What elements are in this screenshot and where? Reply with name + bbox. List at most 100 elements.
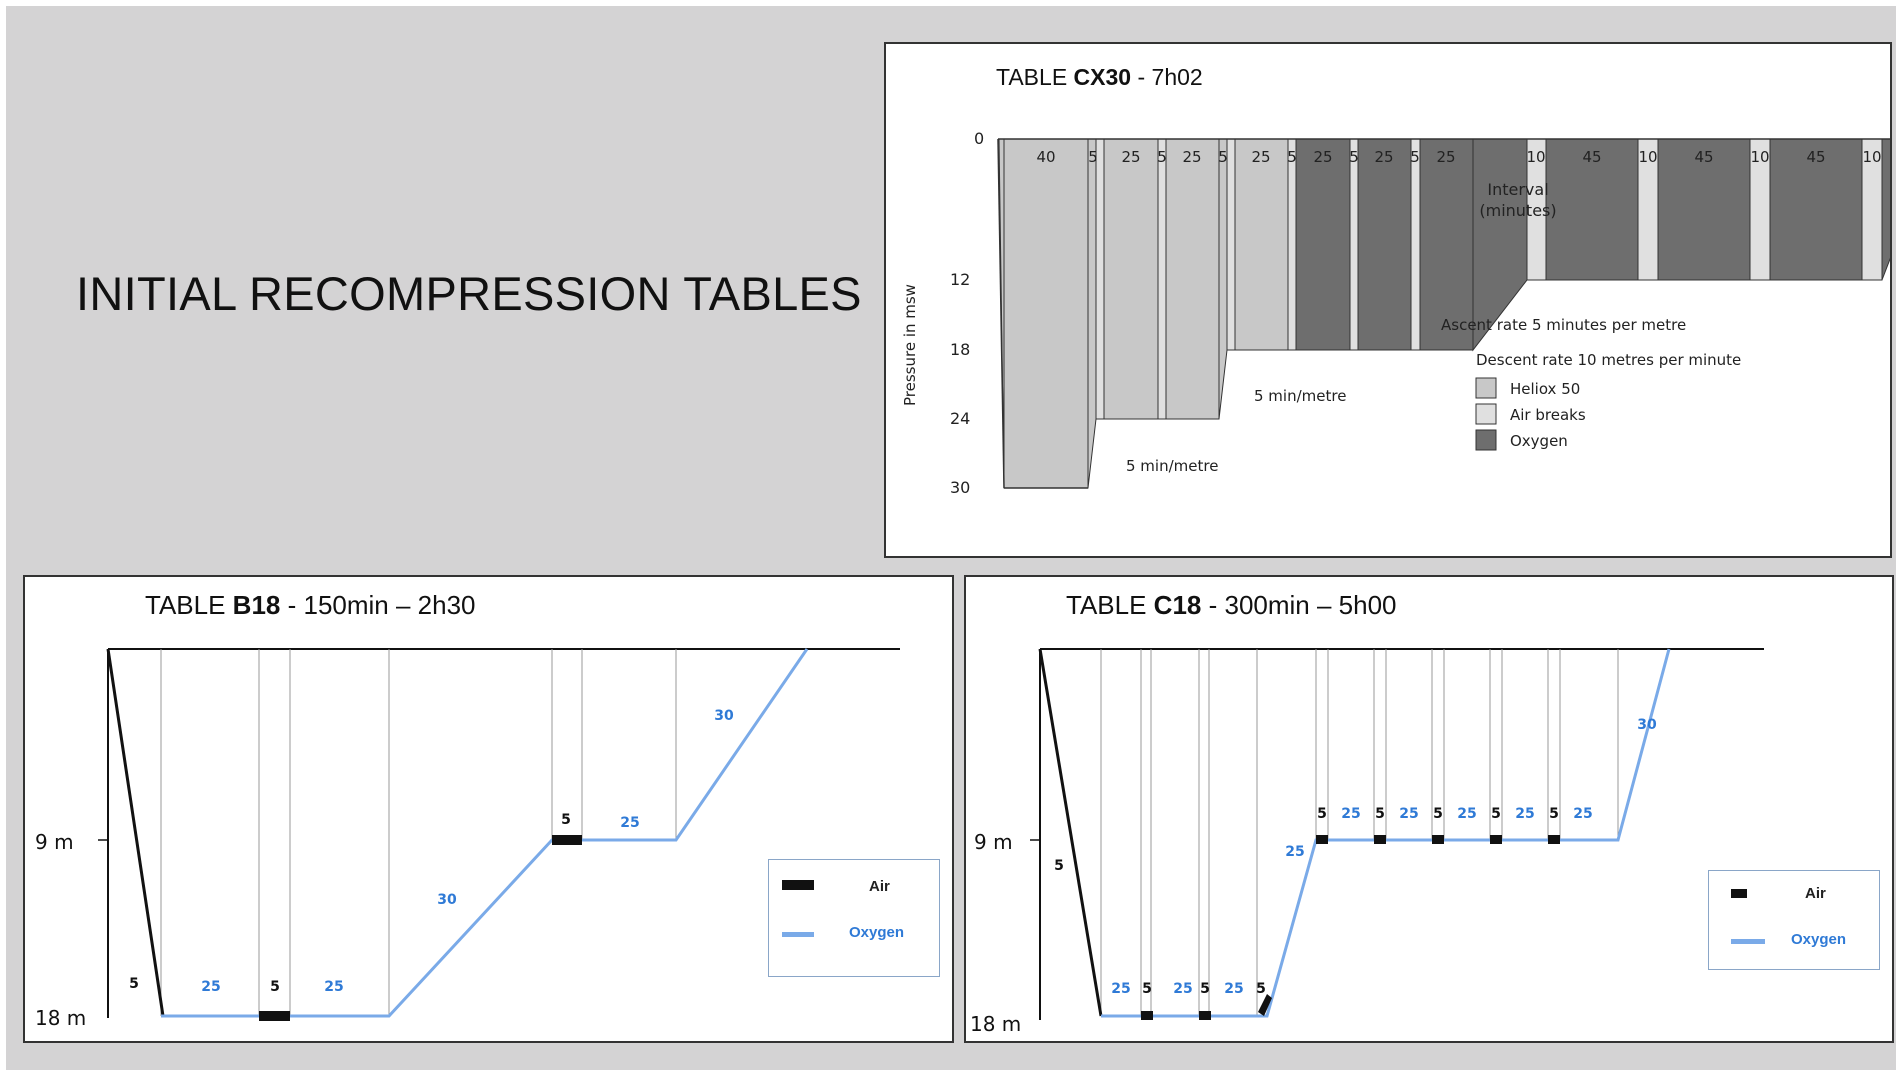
air-break-marker xyxy=(1432,835,1444,844)
legend-item-air: Air xyxy=(769,878,939,898)
segment-label: 5 xyxy=(1317,806,1327,822)
legend-item-oxygen: Oxygen xyxy=(1709,931,1879,951)
segment-label: 5 xyxy=(1287,148,1297,166)
segment-label: 30 xyxy=(714,708,734,724)
air-break-marker xyxy=(1258,994,1272,1016)
descent-line xyxy=(1038,648,1103,1017)
profile-segment xyxy=(1410,138,1421,351)
final-ascent-ramp xyxy=(1881,138,1890,281)
air-swatch xyxy=(1731,889,1747,898)
legend-item-air: Air xyxy=(1709,885,1879,905)
segment-label: 25 xyxy=(324,979,343,995)
legend-label-oxygen: Oxygen xyxy=(1791,931,1847,948)
y-tick-label: 18 m xyxy=(35,1006,86,1030)
descent-line xyxy=(997,138,1005,489)
segment-label: 25 xyxy=(1111,981,1130,997)
segment-label: 5 xyxy=(1142,981,1152,997)
profile-segment xyxy=(1357,138,1412,351)
segment-label: 25 xyxy=(1173,981,1192,997)
y-tick-label: 18 xyxy=(950,340,970,359)
air-break-marker xyxy=(1374,835,1386,844)
title-duration: - 150min – 2h30 xyxy=(280,590,476,620)
segment-label: 5 xyxy=(1157,148,1167,166)
profile-segment xyxy=(1349,138,1359,351)
interval-label: Interval xyxy=(1487,180,1548,199)
title-prefix: TABLE xyxy=(145,590,233,620)
segment-label: 10 xyxy=(1862,148,1881,166)
legend-item-oxygen: Oxygen xyxy=(769,924,939,944)
table-b18-panel: TABLE B18 - 150min – 2h30 9 m 18 m 5 25 5 25 3… xyxy=(23,575,954,1043)
segment-label: 5 xyxy=(561,812,571,828)
air-break-marker xyxy=(1490,835,1502,844)
title-duration: - 300min – 5h00 xyxy=(1201,590,1397,620)
segment-label: 25 xyxy=(1224,981,1243,997)
y-tick-label: 30 xyxy=(950,478,970,497)
legend-label-oxygen: Oxygen xyxy=(849,924,905,941)
table-b18-legend: Air Oxygen xyxy=(768,859,940,977)
ascent-ramp xyxy=(1218,138,1228,420)
segment-label: 5 xyxy=(1054,858,1064,874)
profile-segment xyxy=(1226,138,1236,351)
y-tick-label: 24 xyxy=(950,409,970,428)
segment-label: 5 xyxy=(1088,148,1098,166)
segment-label: 5 xyxy=(1200,981,1210,997)
segment-label: 5 xyxy=(270,979,280,995)
segment-label: 25 xyxy=(1573,806,1592,822)
legend-swatch xyxy=(1475,377,1497,399)
segment-label: 5 xyxy=(1549,806,1559,822)
y-tick-label: 9 m xyxy=(35,830,74,854)
oxygen-profile-line xyxy=(161,648,809,1018)
segment-label: 25 xyxy=(201,979,220,995)
air-break-marker xyxy=(1141,1011,1153,1020)
descent-rate-label: Descent rate 10 metres per minute xyxy=(1476,351,1741,369)
segment-label: 45 xyxy=(1806,148,1825,166)
segment-label: 25 xyxy=(1457,806,1476,822)
rate-label: 5 min/metre xyxy=(1254,387,1346,405)
segment-label: 25 xyxy=(1251,148,1270,166)
segment-label: 5 xyxy=(1410,148,1420,166)
segment-label: 10 xyxy=(1750,148,1769,166)
table-cx30-panel: TABLE CX30 - 7h02 0 12 18 24 30 Pressure in m… xyxy=(884,42,1892,558)
segment-label: 40 xyxy=(1036,148,1055,166)
title-table-code: B18 xyxy=(232,590,281,620)
legend-label-air: Air xyxy=(1805,885,1826,902)
profile-segment xyxy=(1295,138,1351,351)
table-cx30-title: TABLE CX30 - 7h02 xyxy=(996,64,1203,91)
y-axis-label: Pressure in msw xyxy=(901,284,919,406)
ascent-ramp xyxy=(1087,138,1097,489)
title-prefix: TABLE xyxy=(1066,590,1154,620)
profile-segment xyxy=(1234,138,1289,351)
table-b18-diagram: 9 m 18 m 5 25 5 25 30 5 25 30 xyxy=(35,648,900,1030)
segment-label: 5 xyxy=(1218,148,1228,166)
legend-label: Heliox 50 xyxy=(1510,380,1580,398)
segment-label: 5 xyxy=(1256,981,1266,997)
segment-label: 25 xyxy=(1182,148,1201,166)
segment-label: 25 xyxy=(1313,148,1332,166)
segment-label: 30 xyxy=(437,892,457,908)
profile-segment xyxy=(1165,138,1220,420)
legend-swatch xyxy=(1475,403,1497,425)
y-tick-label: 18 m xyxy=(970,1012,1021,1036)
ascent-rate-label: Ascent rate 5 minutes per metre xyxy=(1441,316,1686,334)
title-table-code: C18 xyxy=(1153,590,1202,620)
y-tick-label: 0 xyxy=(974,129,984,148)
segment-label: 45 xyxy=(1582,148,1601,166)
profile-segment xyxy=(1003,138,1089,489)
legend-label: Air breaks xyxy=(1510,406,1586,424)
segment-label: 25 xyxy=(1374,148,1393,166)
slide-title: INITIAL RECOMPRESSION TABLES xyxy=(76,267,862,320)
segment-label: 5 xyxy=(1491,806,1501,822)
air-break-marker xyxy=(1548,835,1560,844)
legend-label: Oxygen xyxy=(1510,432,1568,450)
interval-units: (minutes) xyxy=(1479,201,1556,220)
segment-label: 25 xyxy=(1515,806,1534,822)
oxygen-profile-line xyxy=(1101,648,1671,1018)
segment-label: 25 xyxy=(1399,806,1418,822)
profile-segment xyxy=(1419,138,1474,351)
oxygen-swatch xyxy=(1731,939,1765,944)
table-c18-title: TABLE C18 - 300min – 5h00 xyxy=(1066,590,1397,621)
table-c18-diagram: 9 m 18 m 5 25 5 25 5 25 5 25 5 25 5 25 5 25 5 25 5 25 30 xyxy=(970,648,1764,1036)
air-swatch xyxy=(782,880,814,890)
segment-label: 30 xyxy=(1637,717,1657,733)
